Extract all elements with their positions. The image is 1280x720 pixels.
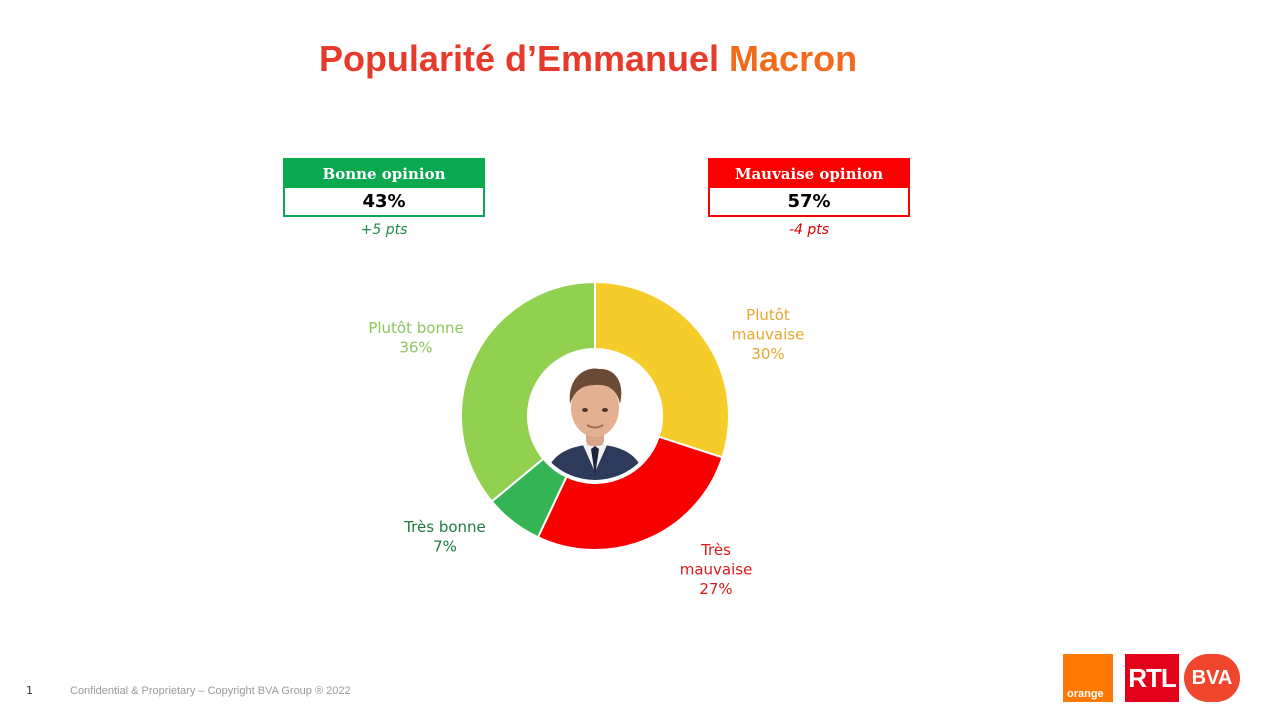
rtl-logo-text: RTL: [1128, 663, 1177, 693]
title-part-1: Popularité d’Emmanuel: [318, 38, 730, 79]
bad-opinion-value: 57%: [710, 188, 908, 215]
orange-logo-text: orange: [1067, 688, 1104, 700]
bva-logo: BVA: [1184, 654, 1242, 702]
good-opinion-value: 43%: [285, 188, 483, 215]
slice-label-2: Très bonne 7%: [403, 518, 486, 556]
portrait-icon: [531, 352, 659, 480]
slice-label-line: Très bonne: [403, 518, 486, 536]
orange-logo: orange: [1063, 654, 1113, 702]
good-opinion-delta: +5 pts: [360, 222, 408, 238]
slice-label-0: Plutôt mauvaise 30%: [732, 306, 805, 363]
slice-label-line: 27%: [699, 580, 732, 598]
slice-label-line: Très: [700, 541, 731, 559]
slice-label-line: 7%: [433, 538, 457, 556]
bad-opinion-delta: -4 pts: [788, 222, 830, 238]
slice-label-3: Plutôt bonne 36%: [368, 319, 463, 357]
good-opinion-box: Bonne opinion 43%: [283, 158, 485, 217]
portrait-photo: [531, 352, 659, 480]
slice-label-line: Plutôt: [746, 306, 790, 324]
title-part-2: Macron: [729, 38, 858, 79]
bad-opinion-label: Mauvaise opinion: [710, 160, 908, 188]
page-title: Popularité d’Emmanuel Macron: [0, 38, 1176, 80]
bad-opinion-box: Mauvaise opinion 57%: [708, 158, 910, 217]
slice-label-line: 36%: [399, 339, 432, 357]
good-opinion-label: Bonne opinion: [285, 160, 483, 188]
bva-logo-text: BVA: [1191, 667, 1233, 689]
slice-label-line: mauvaise: [680, 561, 753, 579]
rtl-logo: RTL: [1125, 654, 1179, 702]
footer-copyright: Confidential & Proprietary – Copyright B…: [70, 685, 351, 697]
slice-label-line: Plutôt bonne: [368, 319, 463, 337]
slice-label-line: mauvaise: [732, 326, 805, 344]
page-number: 1: [26, 684, 33, 697]
slice-label-line: 30%: [751, 345, 784, 363]
slice-label-1: Très mauvaise 27%: [680, 541, 753, 598]
